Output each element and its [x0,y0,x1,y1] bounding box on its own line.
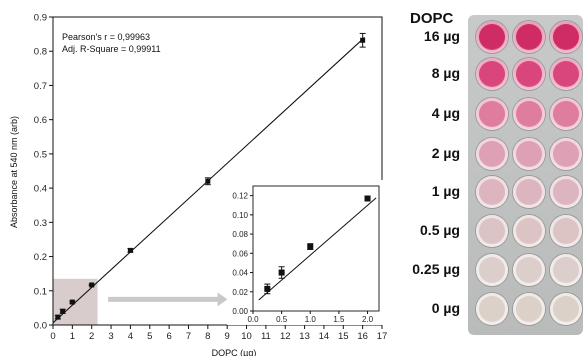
inset-x-tick-label: 2.0 [362,315,374,324]
plate-well [550,98,582,130]
x-tick-label: 11 [261,331,271,342]
inset-y-tick-label: 0.04 [232,269,248,278]
plate-row-label: 0 µg [431,300,460,316]
plate-well [513,293,545,325]
plate-well [550,254,582,286]
data-point [55,314,61,320]
calibration-chart: Pearson's r = 0,99963 Adj. R-Square = 0,… [9,13,388,356]
y-tick-label: 0.5 [34,149,47,160]
plate-well [550,58,582,90]
x-tick-label: 6 [166,331,171,342]
x-tick-label: 8 [205,331,210,342]
zoom-arrow-head [217,292,228,307]
data-point [127,247,133,253]
inset-y-tick-label: 0.08 [232,230,248,239]
x-tick-label: 17 [377,331,388,342]
y-tick-label: 0.6 [34,115,47,126]
inset-x-tick-label: 0.5 [276,315,288,324]
inset-data-point [307,243,314,250]
y-tick-label: 0.7 [34,81,47,92]
plate-row-label: 16 µg [423,28,460,44]
inset-data-point [278,269,285,276]
plate-well [550,138,582,170]
y-axis-label: Absorbance at 540 nm (arb) [9,116,19,228]
x-tick-label: 9 [225,331,230,342]
plate-well [550,215,582,247]
inset-background [227,180,385,325]
plate-well [476,176,508,208]
x-tick-label: 13 [299,331,310,342]
data-point [89,282,95,288]
y-tick-label: 0.2 [34,252,47,263]
plate-well [476,58,508,90]
plate-title: DOPC [410,10,454,27]
y-tick-label: 0.4 [34,184,47,195]
inset-x-tick-label: 0.0 [247,315,259,324]
plate-well [476,254,508,286]
x-tick-label: 0 [50,331,55,342]
plate-well [476,293,508,325]
plate-well [513,254,545,286]
inset-data-point [364,195,371,202]
y-tick-label: 0.8 [34,47,47,58]
annotation-r-square: Adj. R-Square = 0,99911 [62,44,161,54]
y-tick-label: 0.3 [34,218,47,229]
plate-well [550,21,582,53]
plate-row-label: 8 µg [431,65,460,81]
inset-data-point [264,285,271,292]
x-tick-label: 3 [108,331,113,342]
plate-well [476,98,508,130]
data-point [205,178,211,184]
plate-well [476,138,508,170]
x-tick-label: 10 [241,331,252,342]
plate-well [550,176,582,208]
inset-y-tick-label: 0.02 [232,288,248,297]
x-tick-label: 14 [319,331,330,342]
x-axis-label: DOPC (µg) [212,348,257,356]
x-tick-label: 1 [70,331,75,342]
inset-y-tick-label: 0.06 [232,249,248,258]
inset-x-tick-label: 1.0 [305,315,317,324]
plate-well [476,21,508,53]
plate-well [513,58,545,90]
x-tick-label: 12 [280,331,291,342]
data-point [69,299,75,305]
plate-well [513,21,545,53]
plate-well [513,98,545,130]
x-tick-label: 15 [338,331,349,342]
plate-well [476,215,508,247]
inset-y-tick-label: 0.12 [232,192,248,201]
inset-y-tick-label: 0.10 [232,211,248,220]
plate-row-label: 0.25 µg [412,261,460,277]
annotation-pearson: Pearson's r = 0,99963 [62,32,150,42]
plate-well [513,138,545,170]
plate-well [513,215,545,247]
x-tick-label: 16 [357,331,368,342]
plate-row-label: 0.5 µg [420,222,460,238]
x-tick-label: 2 [89,331,94,342]
plate-row-label: 2 µg [431,145,460,161]
plate-well [550,293,582,325]
plot-frame [52,16,383,326]
inset-y-tick-label: 0.00 [232,307,248,316]
x-tick-label: 5 [147,331,152,342]
x-tick-label: 7 [186,331,191,342]
inset-fit-line [258,197,377,301]
y-tick-label: 0.1 [34,286,47,297]
plate-well [513,176,545,208]
inset-x-tick-label: 1.5 [333,315,345,324]
x-tick-label: 4 [128,331,133,342]
well-plate-image [468,15,583,335]
y-tick-label: 0.9 [34,13,47,24]
plate-row-label: 4 µg [431,105,460,121]
plate-row-label: 1 µg [431,183,460,199]
data-point [360,37,366,43]
inset-frame [252,185,380,312]
data-point [60,308,66,314]
y-tick-label: 0.0 [34,321,47,332]
